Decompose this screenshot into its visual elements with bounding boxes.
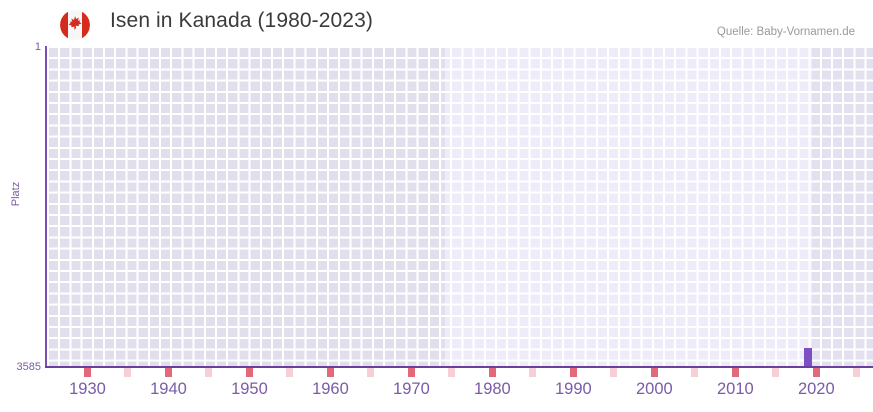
x-tick-label: 1970: [393, 380, 430, 398]
canada-flag-icon: [60, 10, 90, 40]
x-tick-major: [326, 368, 334, 377]
x-tick-label: 1960: [312, 380, 349, 398]
x-tick-minor: [448, 368, 456, 377]
x-tick-label: 1940: [150, 380, 187, 398]
x-tick-minor: [529, 368, 537, 377]
x-tick-major: [812, 368, 820, 377]
x-tick-minor: [610, 368, 618, 377]
x-tick-label: 2000: [635, 380, 673, 398]
x-tick-minor: [853, 368, 861, 377]
y-axis-line: [45, 46, 47, 368]
x-tick-label: 2020: [797, 380, 835, 398]
x-tick-label: 2010: [716, 380, 754, 398]
x-tick-minor: [286, 368, 294, 377]
x-tick-label: 1930: [69, 380, 106, 398]
x-tick-label: 1950: [231, 380, 268, 398]
x-tick-major: [488, 368, 496, 377]
x-tick-label: 1980: [474, 380, 511, 398]
x-tick-major: [569, 368, 577, 377]
y-axis-label: Platz: [10, 181, 22, 207]
x-tick-major: [164, 368, 172, 377]
x-axis-line: [45, 366, 873, 368]
grid-lines: [47, 46, 873, 367]
y-tick-label-top: 1: [34, 41, 41, 53]
source-attribution: Quelle: Baby-Vornamen.de: [716, 26, 855, 38]
x-tick-major: [83, 368, 91, 377]
x-tick-minor: [205, 368, 213, 377]
x-tick-minor: [124, 368, 132, 377]
y-tick-label-bottom: 3585: [16, 361, 41, 373]
chart-header: Isen in Kanada (1980-2023) Quelle: Baby-…: [0, 0, 873, 46]
x-tick-major: [650, 368, 658, 377]
x-tick-major: [731, 368, 739, 377]
x-tick-minor: [772, 368, 780, 377]
x-tick-major: [245, 368, 253, 377]
page-title: Isen in Kanada (1980-2023): [110, 9, 373, 32]
x-tick-minor: [691, 368, 699, 377]
x-tick-minor: [367, 368, 375, 377]
data-bar: [804, 348, 813, 367]
x-tick-label: 1990: [555, 380, 592, 398]
x-tick-major: [407, 368, 415, 377]
plot-area: [47, 46, 873, 367]
